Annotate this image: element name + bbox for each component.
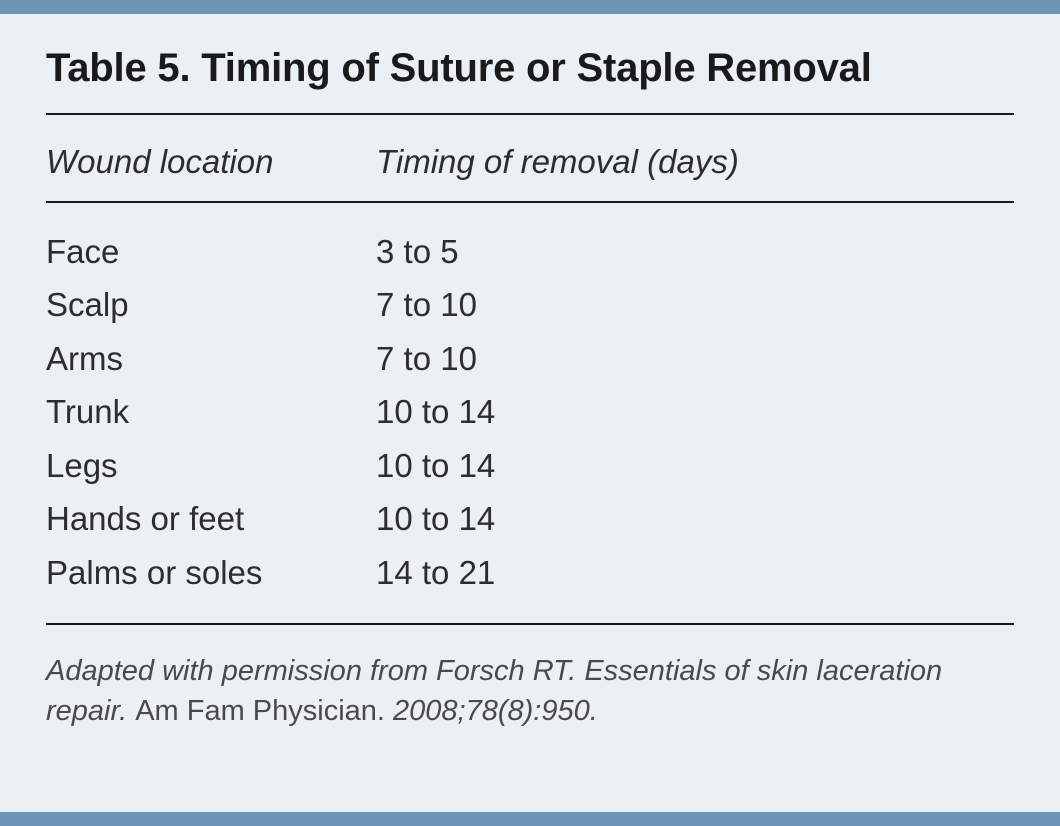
table-row: Face 3 to 5 [46, 225, 1014, 278]
table-row: Palms or soles 14 to 21 [46, 546, 1014, 599]
cell-location: Palms or soles [46, 546, 376, 599]
table-row: Scalp 7 to 10 [46, 278, 1014, 331]
cell-location: Legs [46, 439, 376, 492]
citation-suffix: 2008;78(8):950. [393, 695, 598, 727]
cell-timing: 14 to 21 [376, 546, 1014, 599]
column-header-location: Wound location [46, 143, 376, 181]
citation-journal: Am Fam Physician. [135, 695, 393, 727]
table-row: Arms 7 to 10 [46, 332, 1014, 385]
table-header-row: Wound location Timing of removal (days) [46, 115, 1014, 203]
cell-location: Scalp [46, 278, 376, 331]
table-row: Legs 10 to 14 [46, 439, 1014, 492]
cell-timing: 3 to 5 [376, 225, 1014, 278]
cell-location: Trunk [46, 385, 376, 438]
cell-location: Face [46, 225, 376, 278]
table-citation: Adapted with permission from Forsch RT. … [46, 625, 1014, 731]
cell-location: Hands or feet [46, 492, 376, 545]
cell-timing: 10 to 14 [376, 492, 1014, 545]
cell-timing: 7 to 10 [376, 278, 1014, 331]
column-header-timing: Timing of removal (days) [376, 143, 1014, 181]
table-card: Table 5. Timing of Suture or Staple Remo… [0, 0, 1060, 826]
cell-timing: 10 to 14 [376, 385, 1014, 438]
table-row: Hands or feet 10 to 14 [46, 492, 1014, 545]
table-title: Table 5. Timing of Suture or Staple Remo… [46, 46, 1014, 115]
cell-timing: 7 to 10 [376, 332, 1014, 385]
cell-location: Arms [46, 332, 376, 385]
table-row: Trunk 10 to 14 [46, 385, 1014, 438]
cell-timing: 10 to 14 [376, 439, 1014, 492]
table-body: Face 3 to 5 Scalp 7 to 10 Arms 7 to 10 T… [46, 203, 1014, 625]
